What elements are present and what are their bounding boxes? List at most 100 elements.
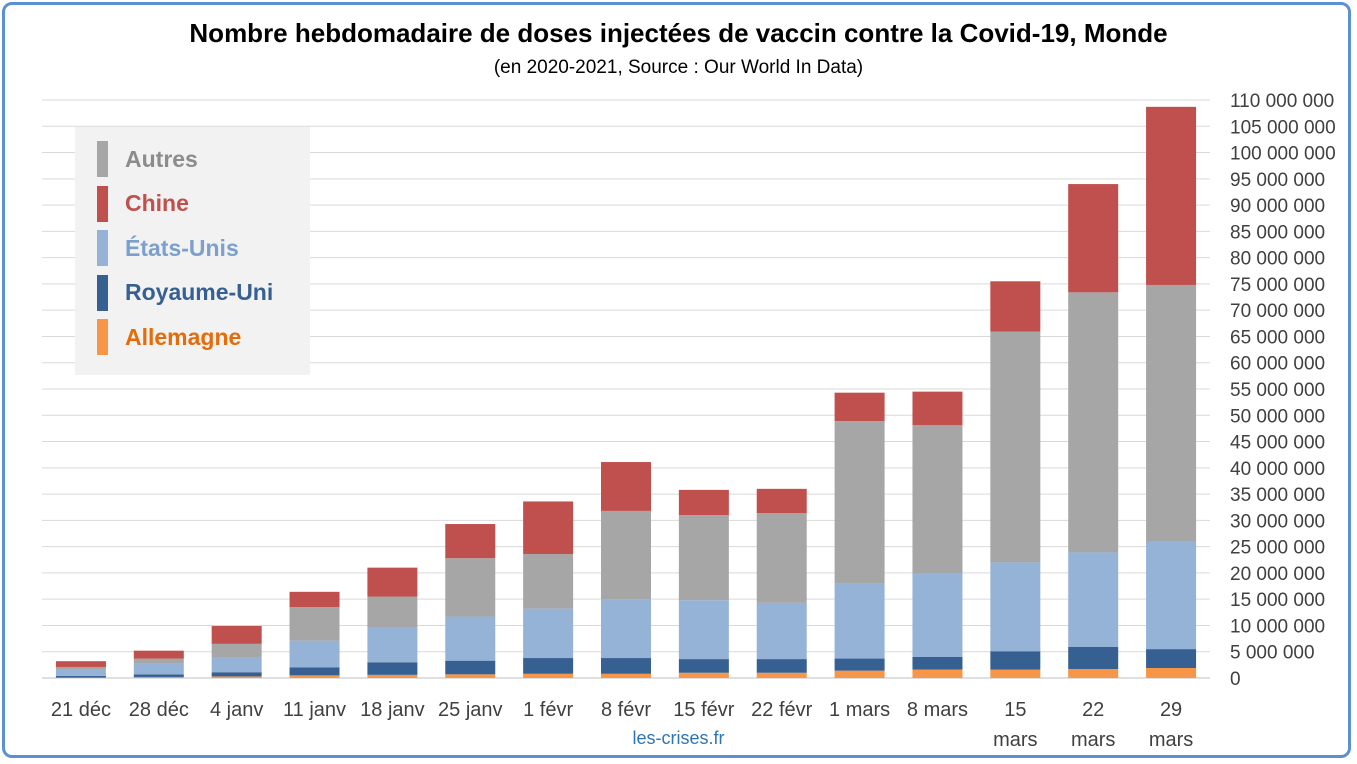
bar-segment-autres <box>55 666 106 670</box>
bar-segment--tats-unis <box>1146 541 1197 650</box>
y-tick-label: 0 <box>1230 669 1241 690</box>
x-tick-label: 11 janv <box>283 699 346 721</box>
x-tick-label: 28 déc <box>129 699 189 721</box>
bar-segment-autres <box>1068 292 1119 553</box>
x-tick-label: 29 mars <box>1149 699 1193 751</box>
bar-segment-allemagne <box>211 676 262 678</box>
y-tick-label: 60 000 000 <box>1230 354 1325 375</box>
x-tick-label: 15 mars <box>993 699 1037 751</box>
bar-segment-royaume-uni <box>912 656 963 670</box>
bar-segment-allemagne <box>1068 669 1119 678</box>
y-tick-label: 70 000 000 <box>1230 301 1325 322</box>
y-tick-label: 55 000 000 <box>1230 380 1325 401</box>
bar-segment-royaume-uni <box>1068 646 1119 670</box>
bar-segment--tats-unis <box>601 599 651 659</box>
bar-segment--tats-unis <box>990 562 1041 652</box>
bar-segment-chine <box>55 661 106 667</box>
bar-segment-chine <box>367 567 418 597</box>
legend-swatch <box>97 319 108 355</box>
bar-segment--tats-unis <box>133 663 184 675</box>
x-tick-label: 8 févr <box>601 699 651 721</box>
x-tick-label: 25 janv <box>438 699 503 721</box>
bar-segment-allemagne <box>523 673 574 678</box>
bar-segment-autres <box>211 643 262 657</box>
legend-swatch <box>97 230 108 266</box>
bar-segment-royaume-uni <box>289 667 340 676</box>
y-tick-label: 5 000 000 <box>1230 643 1315 664</box>
y-tick-label: 20 000 000 <box>1230 564 1325 585</box>
bar-segment-royaume-uni <box>834 658 885 671</box>
legend-label: Royaume-Uni <box>125 279 274 305</box>
bar-segment-allemagne <box>678 672 729 678</box>
bar-segment-autres <box>834 421 885 584</box>
bar-segment-chine <box>601 462 651 511</box>
bar-segment-royaume-uni <box>678 659 729 673</box>
bar-segment-chine <box>445 524 496 559</box>
bar-segment-allemagne <box>445 674 496 678</box>
y-axis-labels: 0 5 000 000 10 000 000 15 000 000 20 000 000… <box>1230 91 1336 690</box>
legend-swatch <box>97 141 108 177</box>
x-tick-label: 4 janv <box>210 699 263 721</box>
y-tick-label: 10 000 000 <box>1230 616 1325 637</box>
bar-segment-allemagne <box>289 675 340 678</box>
y-tick-label: 25 000 000 <box>1230 538 1325 559</box>
bar-segment-royaume-uni <box>1146 649 1197 669</box>
x-tick-label: 22 mars <box>1071 699 1115 751</box>
bar-segment-royaume-uni <box>990 651 1041 670</box>
y-tick-label: 85 000 000 <box>1230 222 1325 243</box>
legend-swatch <box>97 185 108 222</box>
bar-segment-allemagne <box>133 676 184 678</box>
bar-segment--tats-unis <box>289 640 340 668</box>
y-tick-label: 105 000 000 <box>1230 117 1336 138</box>
legend-item: Allemagne <box>97 319 241 355</box>
legend-label: Autres <box>125 145 198 172</box>
bar-segment-autres <box>678 515 729 601</box>
bar-segment-autres <box>756 513 807 603</box>
bar-segment-royaume-uni <box>445 660 496 675</box>
y-tick-label: 15 000 000 <box>1230 590 1325 611</box>
x-tick-label: 18 janv <box>360 699 425 721</box>
legend: Autres Chine États-Unis Royaume-Uni Allemagn… <box>75 127 310 375</box>
x-tick-label: 21 déc <box>51 699 111 721</box>
x-tick-label: 1 févr <box>523 699 573 721</box>
bar-segment-chine <box>912 391 963 426</box>
legend-swatch <box>97 274 108 311</box>
bar-segment-chine <box>289 591 340 608</box>
y-tick-label: 35 000 000 <box>1230 485 1325 506</box>
bar-segment-autres <box>445 558 496 617</box>
bar-segment-chine <box>834 392 885 422</box>
y-tick-label: 75 000 000 <box>1230 275 1325 296</box>
legend-item: États-Unis <box>97 230 239 266</box>
bar-segment-autres <box>367 596 418 628</box>
x-tick-label: 8 mars <box>907 699 968 721</box>
x-tick-label: 1 mars <box>829 699 890 721</box>
legend-item: Autres <box>97 141 198 177</box>
bar-segment-royaume-uni <box>367 662 418 675</box>
bar-segment--tats-unis <box>55 669 106 676</box>
bar-segment-allemagne <box>912 669 963 678</box>
y-tick-label: 45 000 000 <box>1230 433 1325 454</box>
bar-segment-royaume-uni <box>523 658 574 674</box>
bar-segment-royaume-uni <box>601 658 651 674</box>
bar-segment-autres <box>523 553 574 609</box>
bar-segment--tats-unis <box>756 602 807 660</box>
y-tick-label: 50 000 000 <box>1230 406 1325 427</box>
x-tick-label: 22 févr <box>751 699 812 721</box>
y-tick-label: 95 000 000 <box>1230 170 1325 191</box>
chart-title: Nombre hebdomadaire de doses injectées d… <box>189 18 1168 48</box>
legend-label: États-Unis <box>125 234 239 261</box>
bar-segment--tats-unis <box>211 656 262 673</box>
bar-segment-autres <box>289 607 340 641</box>
bar-segment-royaume-uni <box>133 674 184 677</box>
chart-subtitle: (en 2020-2021, Source : Our World In Dat… <box>493 57 864 78</box>
bar-segment-chine <box>1146 106 1197 285</box>
bar-segment--tats-unis <box>678 600 729 660</box>
bar-segment-allemagne <box>834 670 885 678</box>
bar-segment-allemagne <box>601 673 651 678</box>
legend-label: Allemagne <box>125 323 242 350</box>
y-tick-label: 80 000 000 <box>1230 249 1325 270</box>
legend-label: Chine <box>125 190 189 216</box>
bar-segment-chine <box>678 489 729 516</box>
y-tick-label: 90 000 000 <box>1230 196 1325 217</box>
